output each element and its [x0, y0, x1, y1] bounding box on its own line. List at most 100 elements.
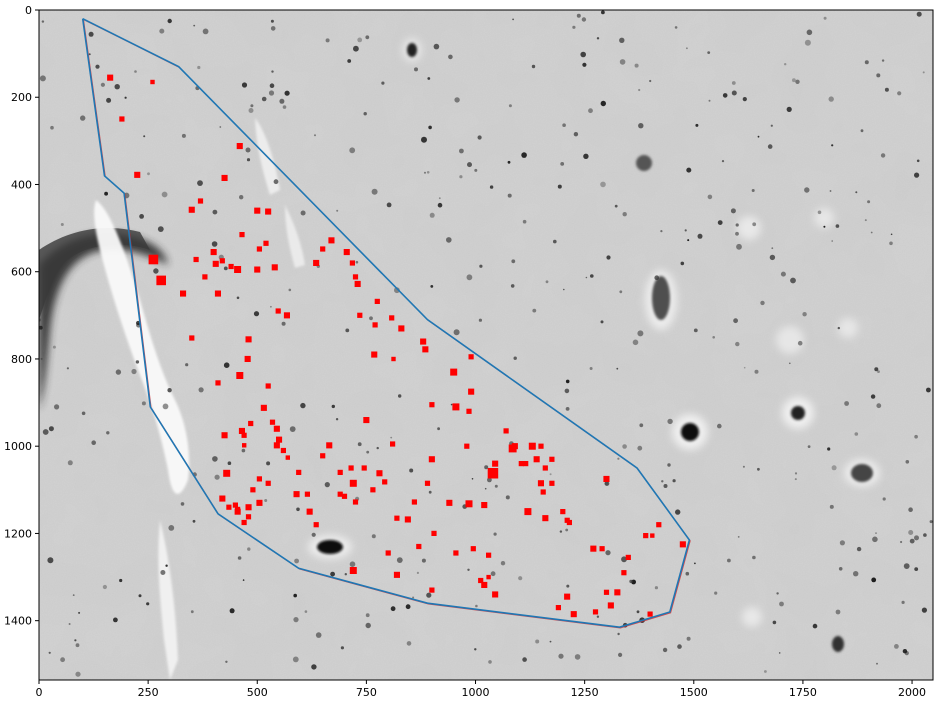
speckle [192, 519, 196, 523]
speckle [487, 477, 492, 483]
speckle [282, 105, 287, 109]
speckle [459, 148, 464, 154]
speckle [134, 70, 137, 73]
speckle [617, 457, 620, 460]
speckle [881, 59, 885, 62]
cell-marker [643, 533, 649, 539]
speckle [717, 220, 723, 226]
speckle [831, 240, 833, 242]
speckle [894, 644, 899, 649]
speckle [490, 571, 496, 577]
speckle [512, 18, 514, 21]
speckle [48, 651, 51, 654]
cell-marker [239, 232, 245, 238]
speckle [731, 90, 737, 96]
speckle [889, 241, 893, 246]
speckle [722, 93, 728, 98]
y-tick-label: 400 [11, 178, 32, 191]
speckle [60, 657, 65, 663]
speckle [212, 456, 218, 462]
speckle [905, 460, 910, 464]
cell-marker [404, 516, 411, 523]
x-tick-label: 1000 [462, 686, 490, 699]
speckle [531, 64, 536, 69]
y-tick-label: 1200 [4, 527, 32, 540]
speckle [314, 134, 316, 137]
cell-marker [214, 290, 221, 297]
speckle [467, 568, 470, 571]
speckle [663, 484, 668, 488]
cell-marker [370, 487, 376, 493]
speckle [637, 330, 644, 337]
speckle [75, 671, 81, 677]
speckle [606, 255, 611, 260]
cell-marker [511, 443, 518, 450]
speckle [854, 432, 859, 436]
speckle [884, 87, 889, 92]
cell-marker [273, 425, 280, 432]
speckle [831, 144, 834, 147]
speckle [660, 230, 663, 233]
cell-marker [275, 308, 281, 314]
speckle [131, 368, 137, 375]
cell-marker [293, 491, 300, 498]
cell-marker [134, 171, 141, 178]
speckle [680, 261, 685, 266]
speckle [779, 601, 784, 607]
speckle [757, 135, 760, 138]
speckle [735, 341, 740, 347]
white-streak-upper-2 [285, 205, 305, 268]
speckle [916, 11, 922, 17]
speckle [757, 467, 760, 471]
speckle [792, 78, 796, 83]
cell-marker [263, 240, 269, 246]
speckle [446, 237, 452, 243]
speckle [161, 191, 168, 198]
cell-marker [540, 489, 546, 495]
speckle [914, 567, 919, 571]
cell-marker [245, 504, 252, 511]
speckle [712, 336, 715, 339]
cell-marker [256, 476, 262, 482]
speckle [921, 607, 928, 613]
cell-marker [306, 508, 313, 515]
cell-marker [260, 404, 267, 411]
cell-marker [215, 380, 221, 386]
speckle [654, 586, 659, 590]
speckle [778, 652, 781, 654]
cell-marker [607, 602, 614, 609]
speckle [638, 88, 641, 92]
speckle [760, 300, 765, 306]
speckle [871, 577, 877, 583]
cell-marker [283, 312, 290, 319]
cell-marker [256, 246, 262, 252]
speckle [114, 84, 120, 90]
speckle [363, 112, 367, 116]
cell-marker [349, 260, 355, 266]
cell-marker [549, 456, 555, 462]
speckle [908, 530, 914, 535]
speckle [553, 239, 557, 244]
speckle [365, 35, 370, 40]
cell-marker [219, 495, 226, 502]
speckle [292, 656, 299, 663]
cell-marker [391, 356, 396, 362]
cell-marker [590, 545, 597, 552]
speckle [153, 268, 159, 274]
speckle [355, 260, 359, 264]
speckle [48, 426, 54, 432]
speckle [289, 426, 296, 432]
cell-marker [269, 419, 276, 425]
speckle [135, 360, 140, 364]
speckle [409, 468, 414, 473]
cell-marker [420, 338, 427, 345]
speckle [494, 484, 498, 488]
cell-marker [150, 79, 155, 85]
speckle [138, 594, 142, 598]
speckle [776, 592, 779, 595]
speckle [617, 632, 620, 636]
plot-frame [38, 9, 934, 681]
speckle [219, 126, 222, 128]
cell-marker [603, 589, 610, 595]
speckle [185, 363, 189, 367]
